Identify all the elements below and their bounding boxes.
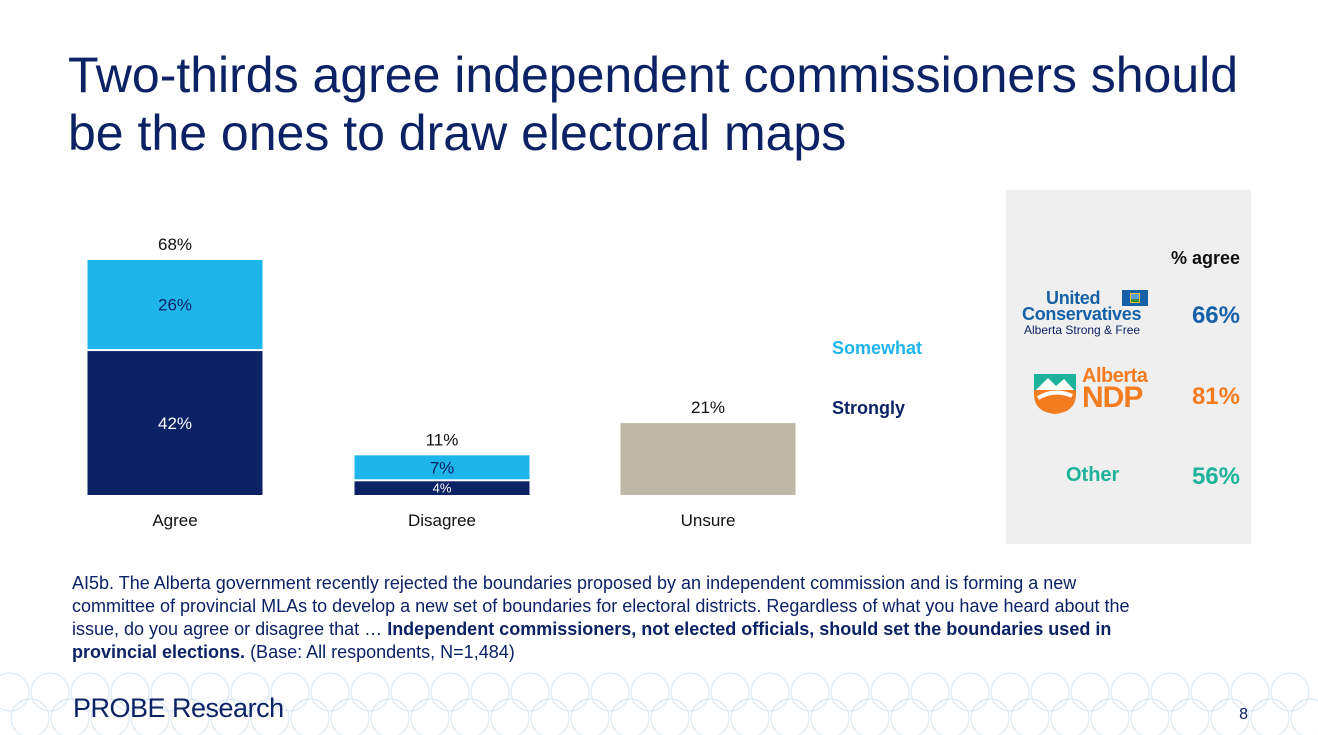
category-label-agree: Agree: [152, 511, 197, 530]
total-label-agree: 68%: [158, 235, 192, 254]
segment-label-agree-strongly: 42%: [158, 414, 192, 433]
other-agree-value: 56%: [1191, 463, 1240, 490]
category-label-unsure: Unsure: [681, 511, 736, 530]
legend-strongly: Strongly: [832, 398, 906, 418]
bar-unsure-total: [620, 423, 796, 495]
other-party-label: Other: [1066, 464, 1120, 486]
question-base: (Base: All respondents, N=1,484): [245, 642, 515, 662]
legend-somewhat: Somewhat: [832, 338, 923, 358]
bar-agree-somewhat: [87, 260, 263, 350]
total-label-disagree: 11%: [426, 430, 459, 449]
question-text: AI5b. The Alberta government recently re…: [72, 572, 1132, 664]
probe-research-logo: PROBE Research: [73, 693, 284, 723]
footer-decorative-pattern: [0, 672, 1318, 735]
segment-label-disagree-somewhat: 7%: [430, 458, 455, 477]
ucp-logo-line1: United: [1046, 288, 1101, 308]
ndp-logo: Alberta NDP: [1032, 365, 1164, 417]
panel-header: % agree: [1170, 248, 1240, 268]
page-title: Two-thirds agree independent commissione…: [68, 47, 1239, 161]
bar-disagree-strongly: [354, 481, 530, 495]
alberta-flag-icon: [1122, 290, 1148, 306]
ucp-agree-value: 66%: [1191, 302, 1240, 329]
question-statement: Independent commissioners, not elected o…: [72, 619, 1112, 662]
ucp-logo: United Conservatives Alberta Strong & Fr…: [1022, 288, 1177, 338]
ndp-mountain-icon: [1034, 374, 1076, 414]
stacked-bar-chart: 42% 26% 68% Agree 4% 7% 11% Disagree 21% Unsure: [87, 235, 796, 530]
category-label-disagree: Disagree: [408, 511, 476, 530]
bar-agree-strongly: [87, 351, 263, 495]
ndp-agree-value: 81%: [1191, 383, 1240, 410]
bar-disagree-somewhat: [354, 455, 530, 480]
question-lead: AI5b. The Alberta government recently re…: [72, 573, 1130, 639]
segment-label-disagree-strongly: 4%: [433, 481, 452, 496]
party-breakdown-panel: % agree United Conservatives Alberta Str…: [1006, 190, 1251, 544]
ucp-logo-tagline: Alberta Strong & Free: [1024, 323, 1141, 337]
ucp-logo-line2: Conservatives: [1022, 304, 1142, 324]
segment-label-agree-somewhat: 26%: [158, 296, 192, 315]
ndp-logo-line2: NDP: [1082, 381, 1143, 414]
page-number: 8: [1239, 706, 1248, 723]
ndp-logo-line1: Alberta: [1082, 365, 1148, 387]
total-label-unsure: 21%: [691, 398, 725, 417]
